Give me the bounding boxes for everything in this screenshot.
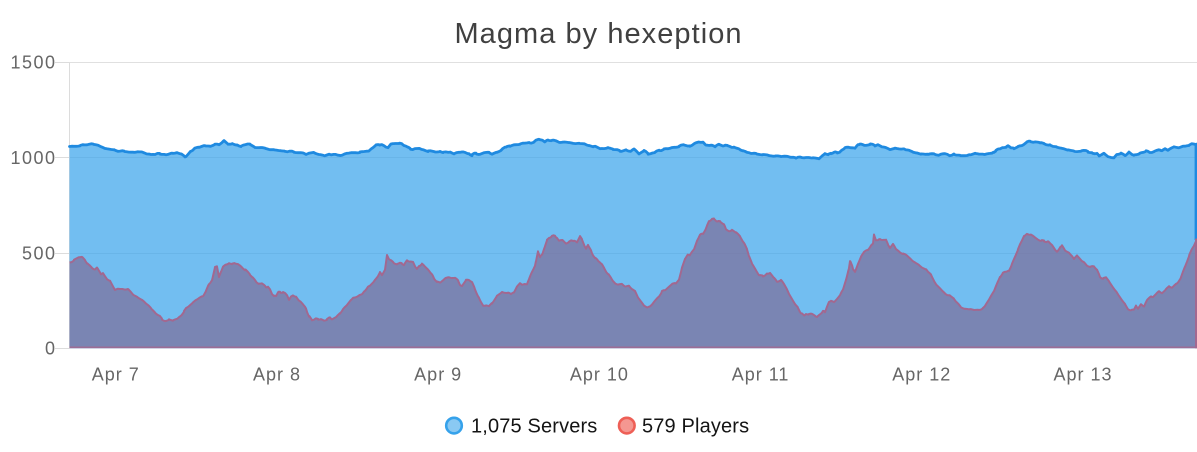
svg-text:Apr 10: Apr 10	[570, 365, 629, 385]
svg-text:Apr 8: Apr 8	[253, 365, 301, 385]
svg-text:Apr 12: Apr 12	[892, 365, 951, 385]
svg-text:Apr 9: Apr 9	[414, 365, 462, 385]
svg-text:500: 500	[22, 243, 57, 263]
svg-text:Apr 13: Apr 13	[1053, 365, 1112, 385]
svg-text:1500: 1500	[10, 53, 56, 73]
svg-text:0: 0	[45, 339, 57, 359]
svg-text:579 Players: 579 Players	[642, 415, 749, 437]
svg-text:Magma by hexeption: Magma by hexeption	[454, 18, 742, 50]
svg-text:1000: 1000	[10, 148, 56, 168]
svg-text:1,075 Servers: 1,075 Servers	[471, 415, 597, 437]
svg-text:Apr 11: Apr 11	[732, 365, 790, 385]
svg-text:Apr 7: Apr 7	[92, 365, 140, 385]
